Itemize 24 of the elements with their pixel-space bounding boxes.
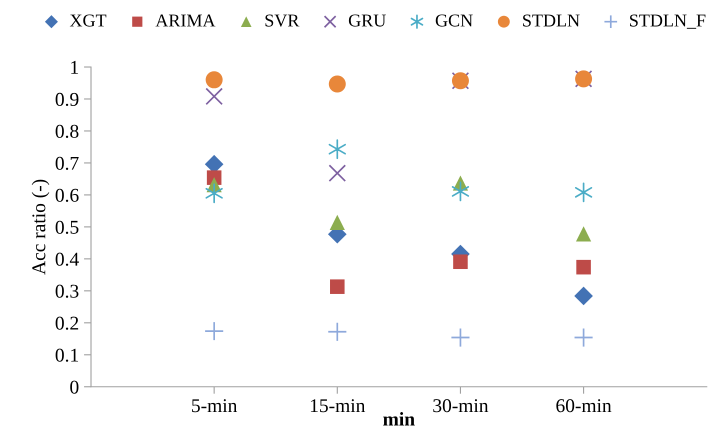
- y-axis-title: Acc ratio (-): [32, 180, 50, 275]
- y-tick-label: 0.7: [56, 156, 79, 170]
- y-tick-label: 0.1: [56, 348, 78, 362]
- y-tick-label: 0.8: [56, 124, 78, 138]
- legend-label: STDLN: [523, 14, 580, 27]
- legend-label: XGT: [70, 14, 106, 27]
- y-tick-label: 0.9: [56, 92, 78, 106]
- x-axis-title: min: [383, 412, 415, 426]
- x-tick-label: 5-min: [192, 399, 238, 412]
- legend-label: SVR: [265, 14, 300, 27]
- x-tick-label: 30-min: [433, 399, 488, 412]
- x-tick-label: 15-min: [310, 399, 366, 412]
- legend-label: ARIMA: [156, 14, 216, 26]
- legend-label: GRU: [348, 14, 386, 27]
- y-tick-label: 0.2: [56, 316, 78, 330]
- y-tick-label: 1: [71, 60, 78, 74]
- legend-label: STDLN_F: [630, 14, 706, 29]
- y-tick-label: 0.5: [56, 220, 78, 234]
- y-tick-label: 0: [70, 380, 78, 394]
- x-tick-label: 60-min: [556, 399, 612, 412]
- y-tick-label: 0.3: [56, 284, 78, 298]
- legend-label: GCN: [436, 14, 473, 27]
- y-tick-label: 0.6: [56, 188, 79, 202]
- y-tick-label: 0.4: [56, 252, 79, 266]
